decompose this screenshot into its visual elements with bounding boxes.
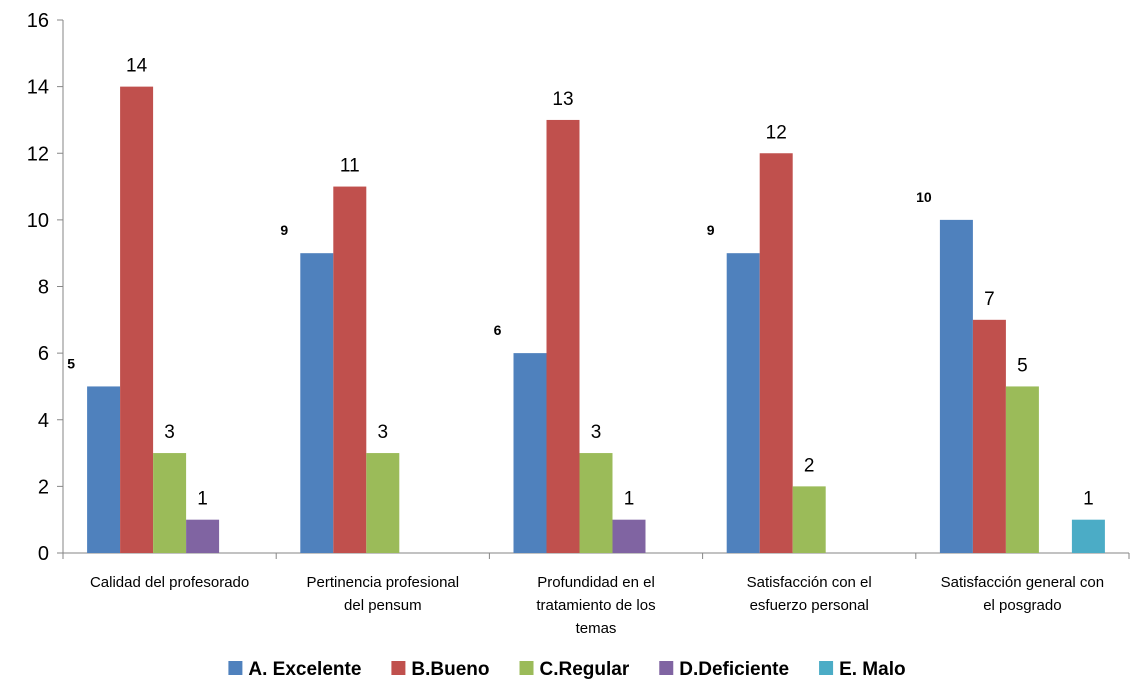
- legend-label: C.Regular: [540, 659, 630, 680]
- legend-label: E. Malo: [839, 659, 906, 680]
- data-label: 12: [766, 122, 787, 143]
- y-tick-label: 2: [38, 476, 49, 498]
- bar: [1005, 386, 1039, 553]
- category-label: Calidad del profesorado: [90, 574, 249, 591]
- data-label: 1: [1083, 489, 1094, 510]
- data-label: 3: [164, 422, 175, 443]
- data-label: 5: [67, 355, 75, 371]
- data-label: 1: [197, 489, 208, 510]
- category-label: Pertinencia profesional: [307, 574, 460, 591]
- legend-label: D.Deficiente: [679, 659, 789, 680]
- y-tick-label: 0: [38, 543, 49, 565]
- legend-swatch: [228, 661, 243, 675]
- bar: [759, 153, 793, 553]
- data-label: 11: [340, 156, 360, 177]
- data-label: 10: [916, 189, 932, 205]
- data-label: 14: [126, 56, 148, 77]
- y-tick-label: 12: [27, 143, 49, 165]
- data-label: 2: [804, 455, 815, 476]
- bar: [726, 253, 760, 553]
- data-label: 3: [591, 422, 602, 443]
- category-label: tratamiento de los: [536, 597, 655, 614]
- y-tick-label: 8: [38, 277, 49, 299]
- legend-swatch: [819, 661, 834, 675]
- bar: [153, 453, 187, 553]
- bar: [186, 519, 220, 553]
- bar: [366, 453, 400, 553]
- bar: [546, 119, 580, 553]
- data-label: 1: [624, 489, 635, 510]
- bar: [612, 519, 646, 553]
- data-label: 6: [494, 322, 502, 338]
- bars: [87, 86, 1105, 553]
- y-tick-label: 16: [27, 10, 49, 32]
- bar: [87, 386, 121, 553]
- category-label: del pensum: [344, 597, 422, 614]
- data-label: 9: [280, 222, 288, 238]
- bar: [1071, 519, 1105, 553]
- category-label: temas: [576, 620, 617, 637]
- bar: [939, 219, 973, 553]
- category-label: Satisfacción con el: [747, 574, 872, 591]
- y-tick-label: 6: [38, 343, 49, 365]
- legend-swatch: [391, 661, 406, 675]
- data-label: 5: [1017, 355, 1028, 376]
- legend-swatch: [659, 661, 674, 675]
- category-labels: Calidad del profesorado Pertinencia profe…: [90, 574, 1104, 637]
- bar: [513, 353, 547, 553]
- data-label: 13: [552, 89, 573, 110]
- legend-swatch: [519, 661, 534, 675]
- legend-label: A. Excelente: [248, 659, 361, 680]
- category-label: el posgrado: [983, 597, 1061, 614]
- y-tick-labels: 0 2 4 6 8 10 12 14 16: [27, 10, 49, 565]
- bar: [792, 486, 826, 553]
- data-label: 9: [707, 222, 715, 238]
- bar: [579, 453, 613, 553]
- bar: [120, 86, 154, 553]
- y-tick-label: 10: [27, 210, 49, 232]
- data-label: 3: [378, 422, 389, 443]
- bar: [300, 253, 334, 553]
- y-tick-label: 4: [38, 410, 49, 432]
- category-label: Satisfacción general con: [941, 574, 1104, 591]
- bar: [333, 186, 367, 553]
- legend-label: B.Bueno: [411, 659, 489, 680]
- category-label: esfuerzo personal: [750, 597, 869, 614]
- y-tick-label: 14: [27, 77, 49, 99]
- data-label: 7: [984, 289, 995, 310]
- category-label: Profundidad en el: [537, 574, 655, 591]
- legend: A. Excelente B.Bueno C.Regular D.Deficiente…: [228, 659, 906, 680]
- bar: [972, 319, 1006, 553]
